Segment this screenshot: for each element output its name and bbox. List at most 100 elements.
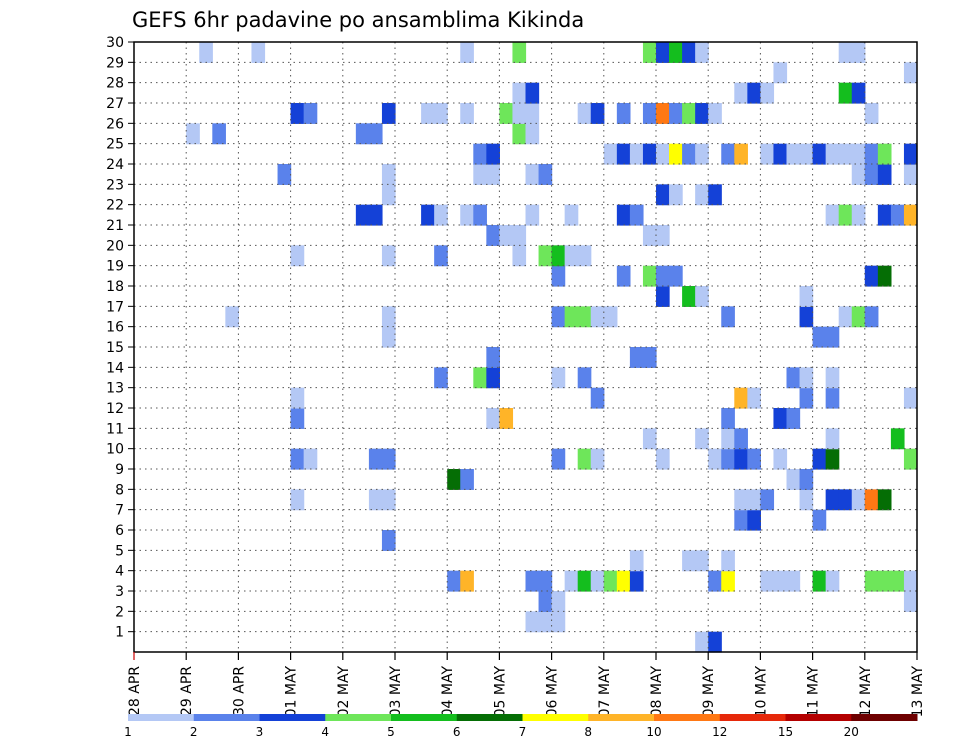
heatmap-cell xyxy=(577,570,592,592)
heatmap-cell xyxy=(368,448,383,470)
heatmap-cell xyxy=(877,204,892,226)
legend-label: 5 xyxy=(387,725,395,739)
heatmap-cell xyxy=(682,550,696,572)
y-tick-label: 16 xyxy=(106,320,124,336)
y-tick-label: 9 xyxy=(115,462,124,478)
heatmap-cell xyxy=(656,448,670,470)
legend-swatch xyxy=(654,714,721,721)
heatmap-cell xyxy=(512,245,527,267)
heatmap-cell xyxy=(825,326,840,348)
heatmap-cell xyxy=(682,42,696,63)
heatmap-cell xyxy=(642,225,657,246)
heatmap-cell xyxy=(525,82,540,104)
heatmap-cell xyxy=(695,184,709,206)
heatmap-cell xyxy=(486,347,500,368)
heatmap-cell xyxy=(303,103,318,124)
legend-swatch xyxy=(391,714,458,721)
heatmap-cell xyxy=(381,103,396,124)
y-tick-label: 7 xyxy=(115,503,124,519)
legend-label: 7 xyxy=(519,725,527,739)
heatmap-cell xyxy=(799,286,814,307)
heatmap-cell xyxy=(877,489,892,511)
heatmap-cell xyxy=(525,103,540,124)
heatmap-cell xyxy=(760,143,775,165)
legend-label: 15 xyxy=(778,725,793,739)
heatmap-cell xyxy=(473,204,487,226)
heatmap-cell xyxy=(786,367,801,389)
legend-swatch xyxy=(851,714,918,721)
heatmap-cell xyxy=(577,245,592,267)
legend-label: 20 xyxy=(844,725,859,739)
heatmap-cell xyxy=(512,123,527,145)
heatmap-cell xyxy=(903,448,917,470)
x-axis: 28 APR 29 APR 30 APR 01 MAY 02 MAY 03 MAY 04 M… xyxy=(127,652,926,717)
heatmap-cell xyxy=(551,245,566,267)
heatmap-cell xyxy=(368,204,383,226)
legend-label: 8 xyxy=(584,725,592,739)
heatmap-cell xyxy=(708,448,722,470)
y-tick-label: 4 xyxy=(115,564,124,580)
y-tick-label: 17 xyxy=(106,299,124,315)
heatmap-cell xyxy=(825,367,840,389)
legend-swatch xyxy=(325,714,392,721)
heatmap-cell xyxy=(616,204,631,226)
heatmap-cell xyxy=(838,143,853,165)
y-tick-label: 6 xyxy=(115,523,124,539)
heatmap-cell xyxy=(499,103,514,124)
heatmap-cell xyxy=(473,367,487,389)
heatmap-cell xyxy=(851,42,866,63)
y-tick-label: 12 xyxy=(106,401,124,417)
chart-title: GEFS 6hr padavine po ansamblima Kikinda xyxy=(132,8,584,32)
heatmap-cell xyxy=(381,326,396,348)
heatmap-cell xyxy=(656,143,670,165)
heatmap-cell xyxy=(616,143,631,165)
heatmap-cell xyxy=(708,184,722,206)
heatmap-cell xyxy=(499,408,514,429)
heatmap-cell xyxy=(629,204,644,226)
heatmap-cell xyxy=(590,448,605,470)
heatmap-cell xyxy=(355,123,370,145)
legend-swatch xyxy=(193,714,260,721)
heatmap-cell xyxy=(525,204,540,226)
y-tick-label: 29 xyxy=(106,55,124,71)
heatmap-cell xyxy=(642,265,657,287)
heatmap-cell xyxy=(721,428,735,450)
heatmap-cell xyxy=(851,82,866,104)
heatmap-cell xyxy=(799,143,814,165)
legend-label: 3 xyxy=(256,725,264,739)
heatmap-cell xyxy=(447,469,461,490)
heatmap-cell xyxy=(290,448,305,470)
heatmap-cell xyxy=(773,408,788,429)
heatmap-cell xyxy=(460,103,474,124)
heatmap-cell xyxy=(721,570,735,592)
heatmap-cell xyxy=(877,164,892,185)
heatmap-cell xyxy=(682,286,696,307)
heatmap-cell xyxy=(851,204,866,226)
heatmap-cell xyxy=(760,82,775,104)
heatmap-cell xyxy=(734,448,748,470)
heatmap-cell xyxy=(877,570,892,592)
y-tick-label: 1 xyxy=(115,625,124,641)
x-tick-label: 07 MAY xyxy=(597,666,613,718)
heatmap-cell xyxy=(812,143,827,165)
heatmap-cell xyxy=(616,103,631,124)
heatmap-cell xyxy=(512,103,527,124)
legend-label: 1 xyxy=(124,725,132,739)
heatmap-cell xyxy=(812,448,827,470)
y-tick-label: 8 xyxy=(115,482,124,498)
x-tick-label: 12 MAY xyxy=(858,666,874,718)
heatmap-cell xyxy=(564,204,579,226)
y-tick-label: 28 xyxy=(106,76,124,92)
heatmap-cell xyxy=(864,103,879,124)
legend-label: 10 xyxy=(646,725,661,739)
heatmap-cell xyxy=(381,489,396,511)
heatmap-cell xyxy=(473,143,487,165)
heatmap-cell xyxy=(903,570,917,592)
heatmap-cell xyxy=(838,306,853,328)
heatmap-cell xyxy=(851,143,866,165)
heatmap-cell xyxy=(381,245,396,267)
y-tick-label: 18 xyxy=(106,279,124,295)
heatmap-cell xyxy=(721,306,735,328)
heatmap-cell xyxy=(290,489,305,511)
